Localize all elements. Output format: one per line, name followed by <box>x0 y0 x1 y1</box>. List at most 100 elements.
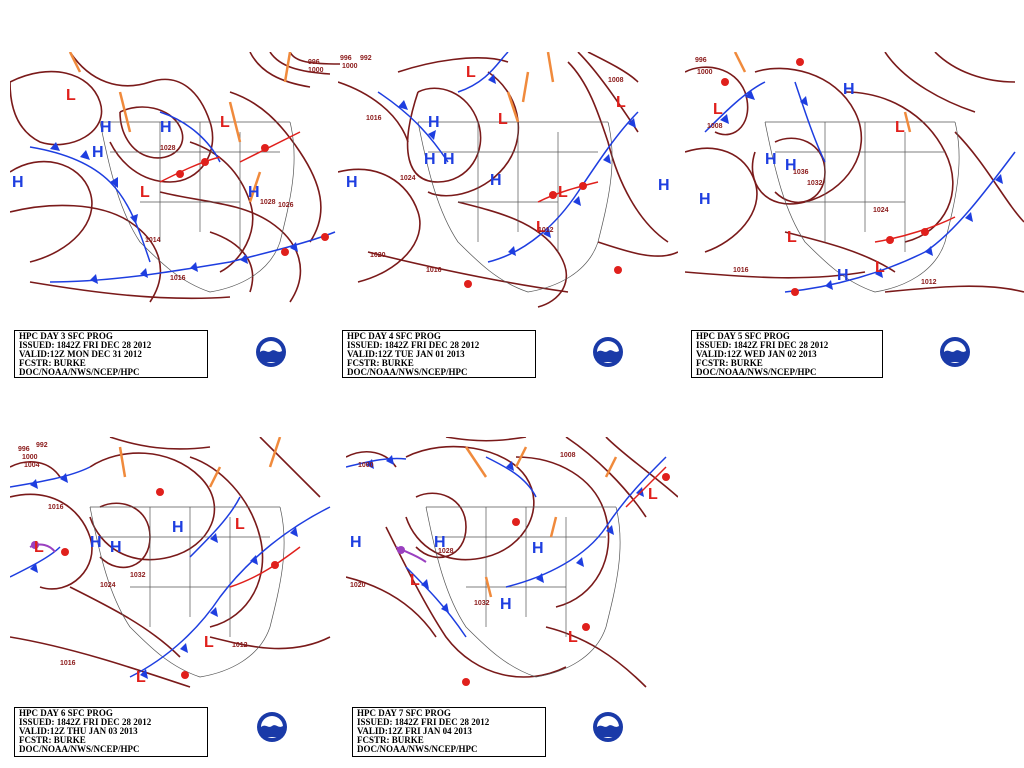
svg-text:H: H <box>100 119 112 136</box>
svg-text:L: L <box>536 219 546 236</box>
isobar-label: 1024 <box>400 175 416 182</box>
svg-text:H: H <box>843 81 855 98</box>
isobar-label: 1032 <box>474 600 490 607</box>
isobar-label: 1016 <box>426 267 442 274</box>
weather-map-day5: HHH HH LLL L 996 1000 1008 1016 1024 103… <box>685 52 1024 296</box>
svg-text:H: H <box>92 144 104 161</box>
svg-text:H: H <box>160 119 172 136</box>
svg-text:L: L <box>568 629 578 646</box>
weather-map-day4: HHH HH H LLL LL 996 992 1000 1016 1024 10… <box>338 52 678 308</box>
isobar-label: 1014 <box>145 237 161 244</box>
noaa-logo-icon <box>593 712 623 742</box>
svg-text:L: L <box>235 516 245 533</box>
svg-text:L: L <box>616 94 626 111</box>
isobar-label: 1028 <box>160 145 176 152</box>
svg-text:L: L <box>410 572 420 589</box>
isobar-label: 1024 <box>873 207 889 214</box>
isobar-label: 1000 <box>358 462 374 469</box>
svg-text:H: H <box>490 172 502 189</box>
isobar-label: 1016 <box>60 660 76 667</box>
map-caption: HPC DAY 5 SFC PROG ISSUED: 1842Z FRI DEC … <box>691 330 883 378</box>
isobar-label: 1000 <box>308 67 324 74</box>
svg-text:H: H <box>434 534 446 551</box>
noaa-logo-icon <box>257 712 287 742</box>
svg-text:L: L <box>558 184 568 201</box>
svg-text:L: L <box>204 634 214 651</box>
isobar-label: 1026 <box>278 202 294 209</box>
svg-text:L: L <box>34 539 44 556</box>
svg-text:H: H <box>837 267 849 284</box>
svg-text:H: H <box>90 534 102 551</box>
isobar-label: 1020 <box>370 252 386 259</box>
svg-text:H: H <box>12 174 24 191</box>
isobar-label: 1000 <box>22 454 38 461</box>
map-caption: HPC DAY 6 SFC PROG ISSUED: 1842Z FRI DEC … <box>14 707 208 757</box>
svg-text:H: H <box>248 184 260 201</box>
map-caption: HPC DAY 7 SFC PROG ISSUED: 1842Z FRI DEC … <box>352 707 546 757</box>
isobar-label: 996 <box>695 57 707 64</box>
svg-text:H: H <box>785 157 797 174</box>
isobar-label: 1028 <box>438 548 454 555</box>
isobar-label: 992 <box>36 442 48 449</box>
svg-text:H: H <box>532 540 544 557</box>
isobar-label: 1012 <box>921 279 937 286</box>
isobar-label: 1000 <box>342 63 358 70</box>
weather-map-day6: H HH LLL L 992 996 1000 1004 1016 1032 10… <box>10 437 331 688</box>
isobar-label: 1016 <box>733 267 749 274</box>
svg-text:L: L <box>66 87 76 104</box>
isobar-label: 1008 <box>608 77 624 84</box>
isobar-label: 1016 <box>170 275 186 282</box>
svg-text:L: L <box>895 119 905 136</box>
isobar-label: 1004 <box>24 462 40 469</box>
svg-text:H: H <box>765 151 777 168</box>
noaa-logo-icon <box>593 337 623 367</box>
svg-text:L: L <box>498 111 508 128</box>
isobar-label: 1000 <box>697 69 713 76</box>
isobar-label: 1024 <box>100 582 116 589</box>
svg-text:L: L <box>136 669 146 686</box>
svg-text:L: L <box>466 64 476 81</box>
isobar-label: 1020 <box>350 582 366 589</box>
svg-text:H: H <box>172 519 184 536</box>
noaa-logo-icon <box>940 337 970 367</box>
isobar-label: 996 <box>18 446 30 453</box>
svg-text:H: H <box>428 114 440 131</box>
isobar-label: 1016 <box>48 504 64 511</box>
panel-day7: H H H H L L L 1000 1008 1020 1032 1028 HPC D… <box>346 437 678 765</box>
svg-text:L: L <box>140 184 150 201</box>
isobar-label: 1012 <box>232 642 248 649</box>
svg-text:H: H <box>424 151 436 168</box>
weather-map-day3: HH H HH LLL 996 1000 1028 1026 1016 1014 … <box>10 52 340 303</box>
svg-text:L: L <box>787 229 797 246</box>
isobar-label: 1012 <box>538 227 554 234</box>
isobar-label: 1016 <box>366 115 382 122</box>
map-caption: HPC DAY 3 SFC PROG ISSUED: 1842Z FRI DEC … <box>14 330 208 378</box>
noaa-logo-icon <box>256 337 286 367</box>
svg-text:H: H <box>699 191 711 208</box>
svg-text:L: L <box>713 101 723 118</box>
isobar-label: 1008 <box>707 123 723 130</box>
svg-text:H: H <box>346 174 358 191</box>
isobar-label: 1032 <box>130 572 146 579</box>
svg-text:L: L <box>648 486 658 503</box>
svg-text:H: H <box>443 151 455 168</box>
isobar-label: 1032 <box>807 180 823 187</box>
weather-map-day7: H H H H L L L 1000 1008 1020 1032 1028 <box>346 437 678 688</box>
svg-text:H: H <box>658 177 670 194</box>
isobar-label: 996 <box>340 55 352 62</box>
svg-text:H: H <box>350 534 362 551</box>
isobar-label: 1028 <box>260 199 276 206</box>
svg-text:H: H <box>110 539 122 556</box>
isobar-label: 1008 <box>560 452 576 459</box>
svg-text:L: L <box>220 114 230 131</box>
isobar-label: 996 <box>308 59 320 66</box>
svg-text:H: H <box>500 596 512 613</box>
isobar-label: 992 <box>360 55 372 62</box>
svg-text:L: L <box>875 259 885 276</box>
isobar-label: 1036 <box>793 169 809 176</box>
map-caption: HPC DAY 4 SFC PROG ISSUED: 1842Z FRI DEC … <box>342 330 536 378</box>
